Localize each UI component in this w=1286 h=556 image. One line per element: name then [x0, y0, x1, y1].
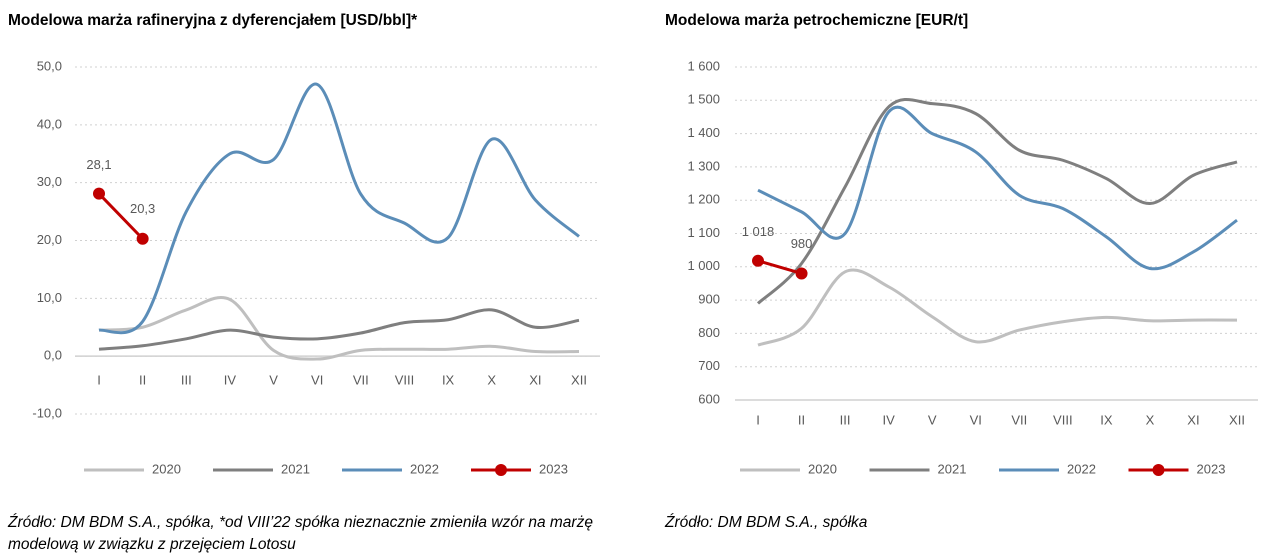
- x-tick-label: IX: [442, 372, 455, 387]
- x-tick-label: IV: [882, 412, 895, 427]
- x-tick-label: XII: [1229, 412, 1245, 427]
- y-tick-label: 50,0: [37, 58, 62, 73]
- y-tick-label: 0,0: [44, 348, 62, 363]
- legend-label: 2023: [539, 461, 568, 476]
- legend-label: 2020: [152, 461, 181, 476]
- x-tick-label: I: [756, 412, 760, 427]
- legend-label: 2021: [938, 461, 967, 476]
- x-tick-label: VI: [311, 372, 323, 387]
- x-tick-label: IV: [224, 372, 237, 387]
- x-tick-label: X: [1146, 412, 1155, 427]
- x-tick-label: VIII: [1053, 412, 1073, 427]
- x-tick-label: IX: [1100, 412, 1113, 427]
- y-tick-label: 700: [698, 358, 720, 373]
- series-line: [757, 105, 1238, 271]
- x-tick-label: II: [139, 372, 146, 387]
- y-tick-label: 30,0: [37, 174, 62, 189]
- series-line: [757, 268, 1238, 347]
- y-tick-label: 20,0: [37, 232, 62, 247]
- x-tick-label: VII: [1011, 412, 1027, 427]
- source: Źródło: DM BDM S.A., spółka: [665, 514, 868, 531]
- x-tick-label: III: [840, 412, 851, 427]
- y-tick-label: 1 100: [687, 225, 720, 240]
- series-line: [757, 259, 802, 275]
- legend-marker: [495, 464, 507, 476]
- x-tick-label: XI: [529, 372, 541, 387]
- data-label: 20,3: [130, 201, 155, 216]
- x-tick-label: XI: [1187, 412, 1199, 427]
- series-line: [98, 296, 580, 361]
- x-tick-label: V: [928, 412, 937, 427]
- point: [752, 254, 764, 267]
- y-tick-label: 1 400: [687, 125, 720, 140]
- data-label: 28,1: [86, 157, 111, 172]
- y-tick-label: 40,0: [37, 116, 62, 131]
- y-tick-label: 1 300: [687, 158, 720, 173]
- y-tick-label: 10,0: [37, 290, 62, 305]
- x-tick-label: XII: [571, 372, 587, 387]
- y-tick-label: -10,0: [32, 405, 62, 420]
- y-tick-label: 1 600: [687, 58, 720, 73]
- series-line: [98, 308, 580, 351]
- legend-label: 2020: [808, 461, 837, 476]
- point: [93, 187, 105, 200]
- legend-label: 2023: [1197, 461, 1226, 476]
- point: [795, 267, 808, 280]
- data-label: 980: [791, 236, 813, 251]
- y-tick-label: 900: [698, 292, 720, 307]
- x-tick-label: VII: [353, 372, 369, 387]
- y-tick-label: 1 500: [687, 92, 720, 107]
- legend-marker: [1152, 464, 1165, 476]
- x-tick-label: VIII: [395, 372, 415, 387]
- legend-label: 2021: [281, 461, 310, 476]
- series-line: [97, 192, 144, 240]
- y-tick-label: 1 000: [687, 258, 720, 273]
- y-tick-label: 1 200: [687, 192, 720, 207]
- series-line: [98, 82, 580, 335]
- y-tick-label: 600: [698, 391, 720, 406]
- legend-label: 2022: [1067, 461, 1096, 476]
- x-tick-label: II: [798, 412, 805, 427]
- x-tick-label: III: [181, 372, 192, 387]
- chart-title: Modelowa marża rafineryjna z dyferencjał…: [8, 12, 418, 29]
- x-tick-label: I: [97, 372, 101, 387]
- data-label: 1 018: [742, 224, 775, 239]
- point: [136, 232, 149, 245]
- x-tick-label: X: [487, 372, 496, 387]
- source: Źródło: DM BDM S.A., spółka, *od VIII’22…: [8, 514, 593, 553]
- x-tick-label: V: [269, 372, 278, 387]
- x-tick-label: VI: [970, 412, 982, 427]
- series-line: [756, 98, 1238, 305]
- chart-title: Modelowa marża petrochemiczne [EUR/t]: [665, 12, 968, 29]
- y-tick-label: 800: [698, 325, 720, 340]
- legend-label: 2022: [410, 461, 439, 476]
